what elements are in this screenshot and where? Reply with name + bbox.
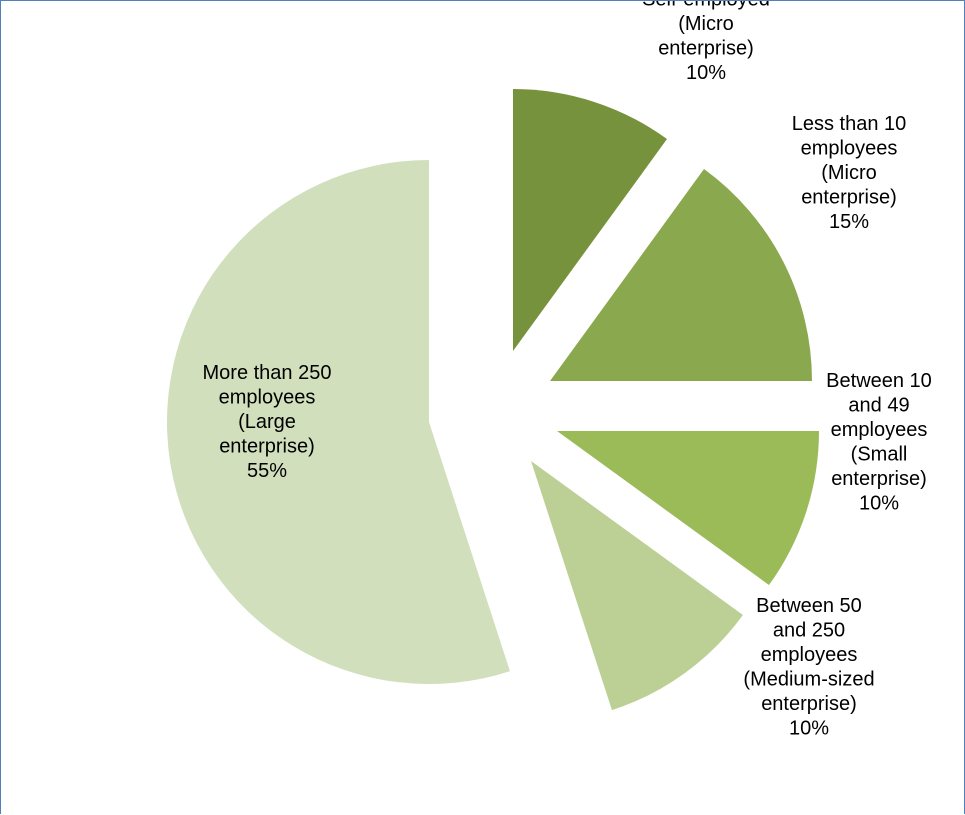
pie-slice-3 xyxy=(557,431,819,585)
slice-label-line: 10% xyxy=(859,492,899,514)
slice-label-line: Between 10 xyxy=(826,370,932,392)
slice-label-line: employees xyxy=(801,138,898,160)
slice-label-line: Between 50 xyxy=(756,595,862,617)
slice-label-line: 15% xyxy=(829,211,869,233)
slice-label-line: 55% xyxy=(247,460,287,482)
slice-label-line: enterprise) xyxy=(801,187,897,209)
slice-label-line: Self-employed xyxy=(642,1,770,10)
slice-label-line: (Small xyxy=(851,443,908,465)
slice-label-line: employees xyxy=(761,644,858,666)
slice-label-line: More than 250 xyxy=(203,362,332,384)
slice-label-line: enterprise) xyxy=(658,37,754,59)
slice-label-line: enterprise) xyxy=(761,693,857,715)
slice-label-line: and 250 xyxy=(773,619,845,641)
slice-label-line: (Micro xyxy=(678,13,734,35)
pie-slice-5 xyxy=(167,160,510,685)
slice-label-line: employees xyxy=(831,419,928,441)
slice-label-line: 10% xyxy=(789,717,829,739)
slice-label-line: (Medium-sized xyxy=(743,668,874,690)
slice-label-line: and 49 xyxy=(848,394,909,416)
slice-label-line: Less than 10 xyxy=(792,113,907,135)
slice-label-2: Less than 10 employees (Micro enterprise) 15… xyxy=(792,113,907,233)
slices-layer xyxy=(167,89,819,711)
slice-label-5: More than 250 employees (Large enterprise) 5… xyxy=(203,362,332,482)
pie-slice-4 xyxy=(531,461,743,711)
pie-slice-1 xyxy=(513,89,667,351)
pie-slice-2 xyxy=(550,169,812,381)
slice-label-line: 10% xyxy=(686,62,726,84)
slice-label-3: Between 10 and 49 employees (Small enterpris… xyxy=(826,370,932,515)
slice-label-line: enterprise) xyxy=(219,436,315,458)
slice-label-line: (Large xyxy=(238,411,296,433)
slice-label-4: Between 50 and 250 employees (Medium-sized e… xyxy=(743,595,874,740)
slice-label-line: (Micro xyxy=(821,162,877,184)
slice-label-line: enterprise) xyxy=(831,468,927,490)
slice-label-line: employees xyxy=(219,387,316,409)
